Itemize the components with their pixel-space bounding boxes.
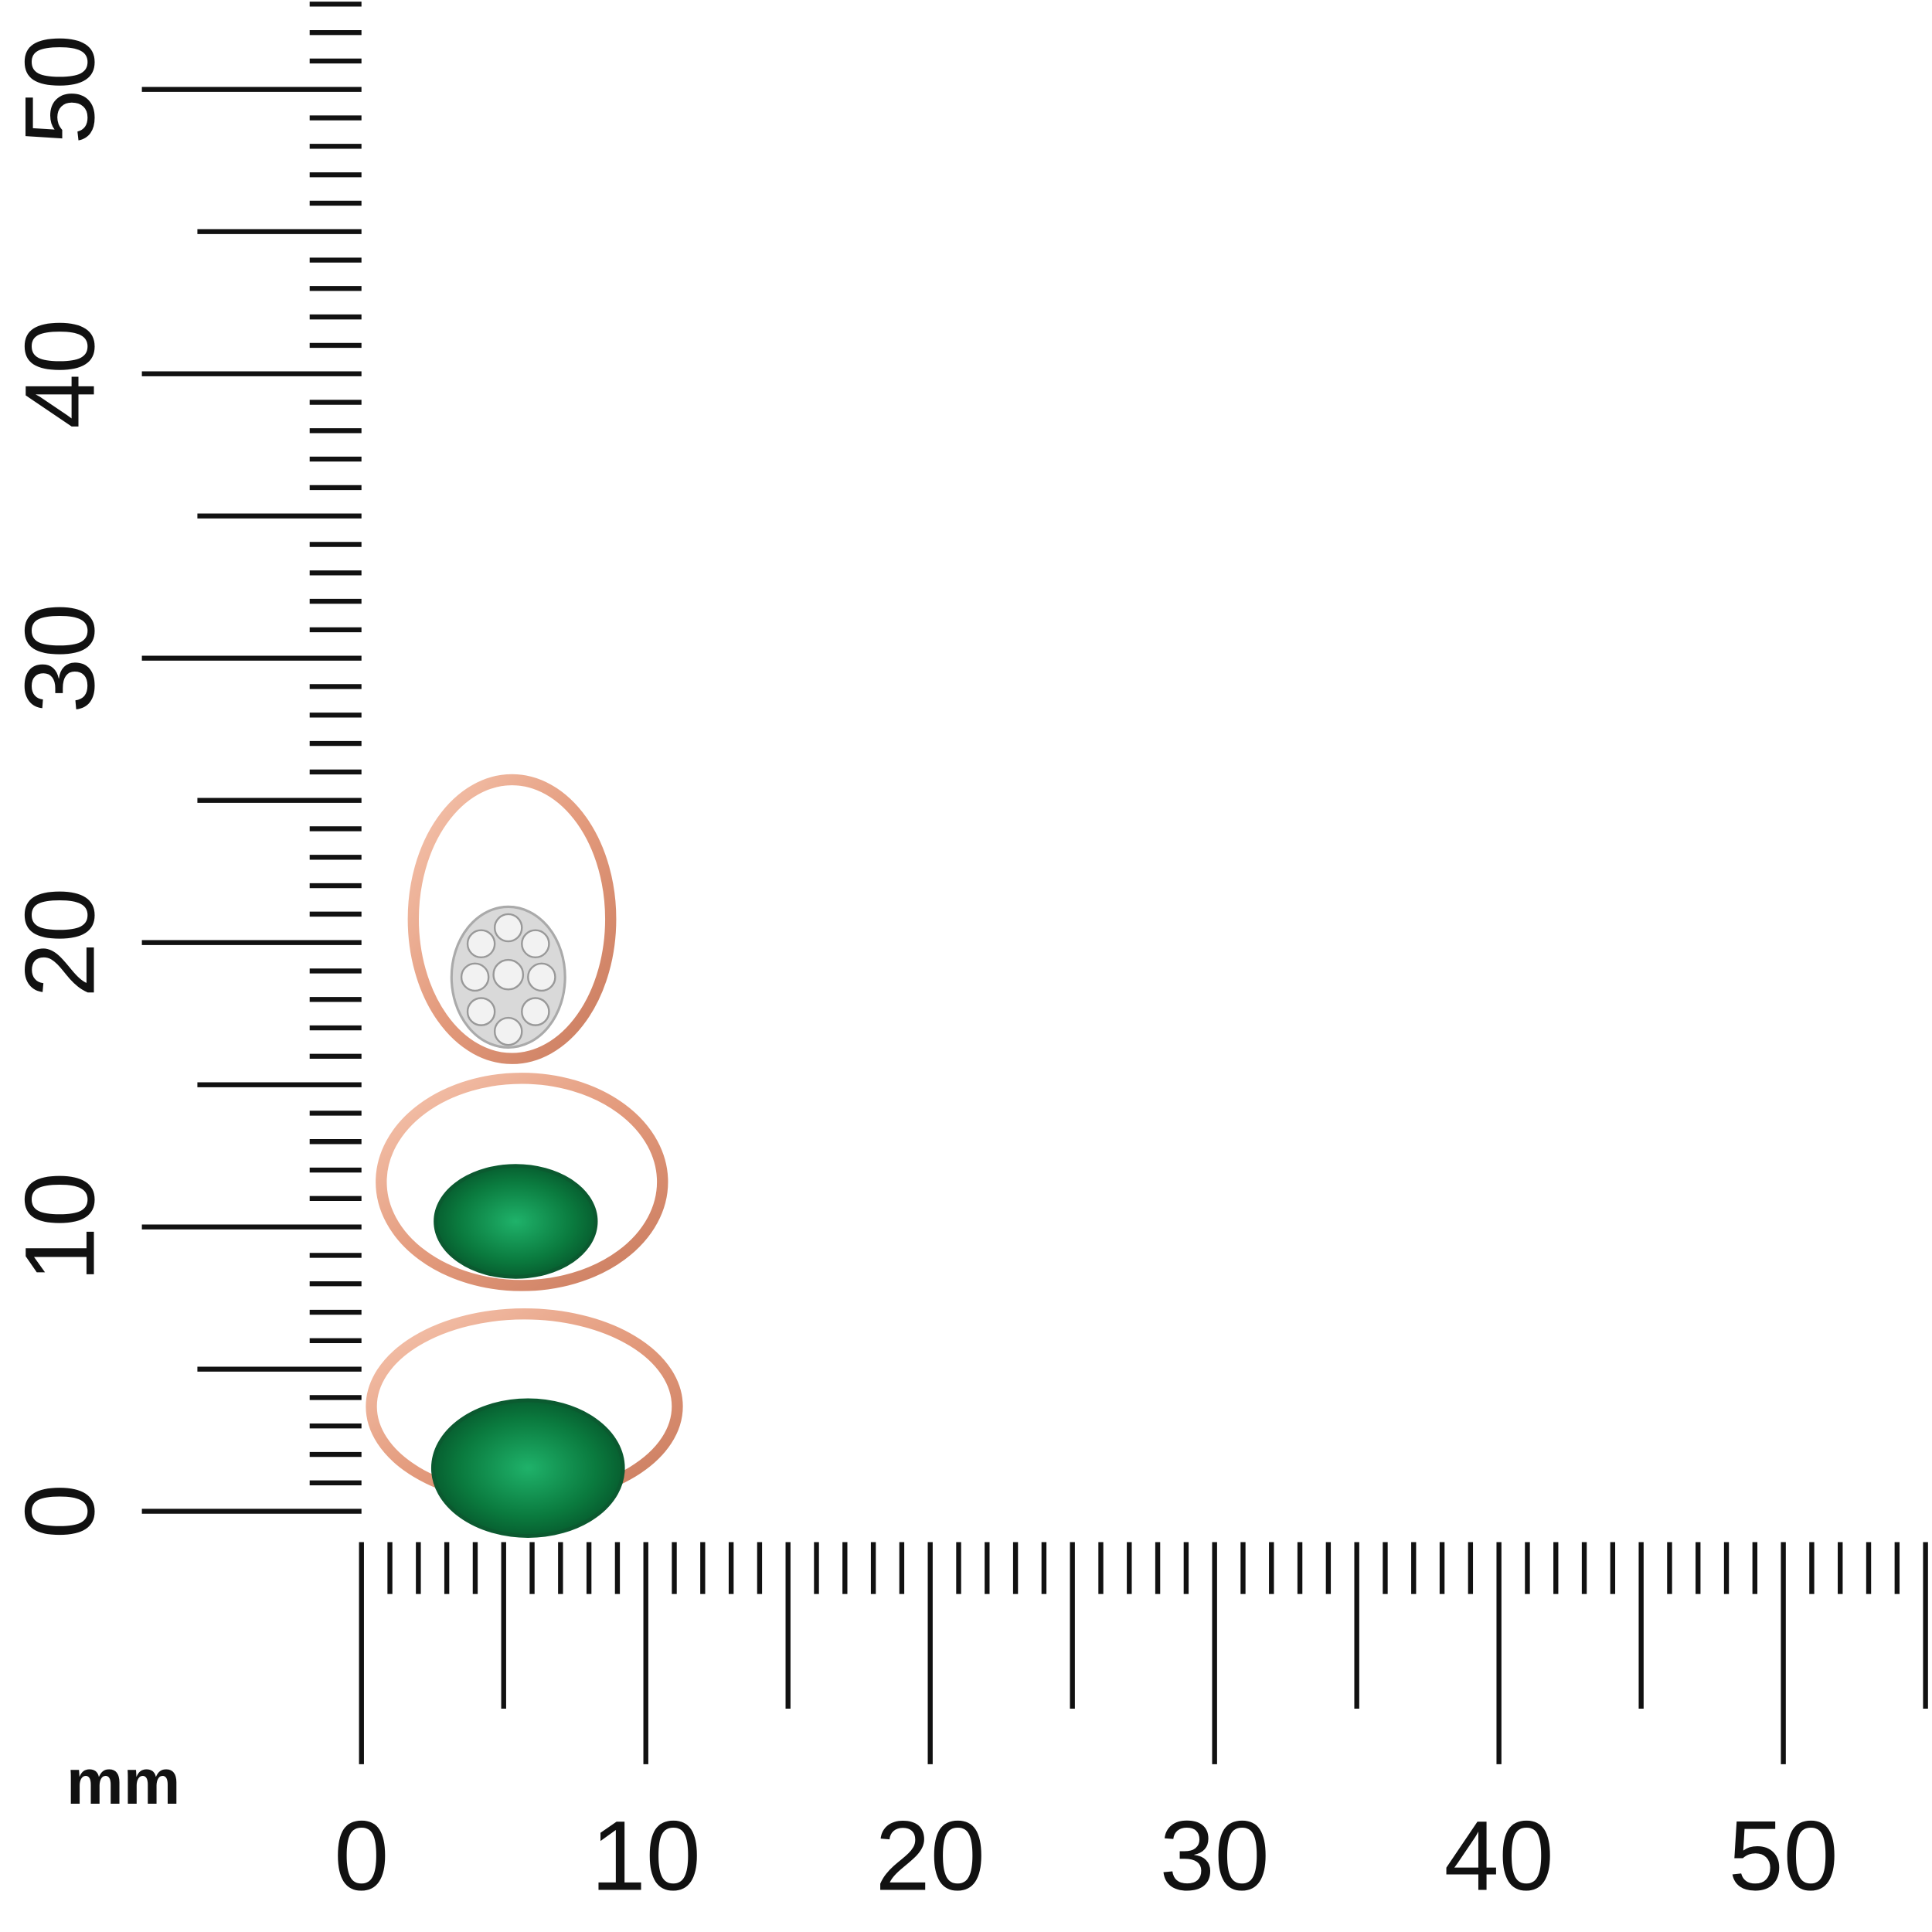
y-ruler-label: 50 — [5, 35, 115, 145]
emerald-small — [434, 1164, 598, 1279]
pendant — [366, 774, 683, 1538]
rulers: 0 10 20 30 40 50 0 10 20 30 40 50 — [5, 2, 1928, 1912]
unit-label: mm — [66, 1746, 181, 1818]
x-ruler-label: 20 — [876, 1801, 985, 1912]
x-ruler-label: 10 — [591, 1801, 701, 1912]
middle-loop — [376, 1073, 668, 1291]
x-ruler-label: 30 — [1160, 1801, 1270, 1912]
x-ruler-label: 50 — [1729, 1801, 1838, 1912]
y-ruler-label: 40 — [5, 319, 115, 429]
diamonds — [460, 913, 556, 1046]
x-ruler-label: 0 — [334, 1801, 389, 1912]
y-ruler-label: 0 — [5, 1484, 115, 1539]
y-ruler-label: 20 — [5, 888, 115, 998]
y-ruler-label: 10 — [5, 1172, 115, 1282]
top-loop — [407, 774, 617, 1064]
emerald-large — [430, 1398, 625, 1538]
y-ruler-label: 30 — [5, 604, 115, 713]
x-ruler-label: 40 — [1444, 1801, 1554, 1912]
